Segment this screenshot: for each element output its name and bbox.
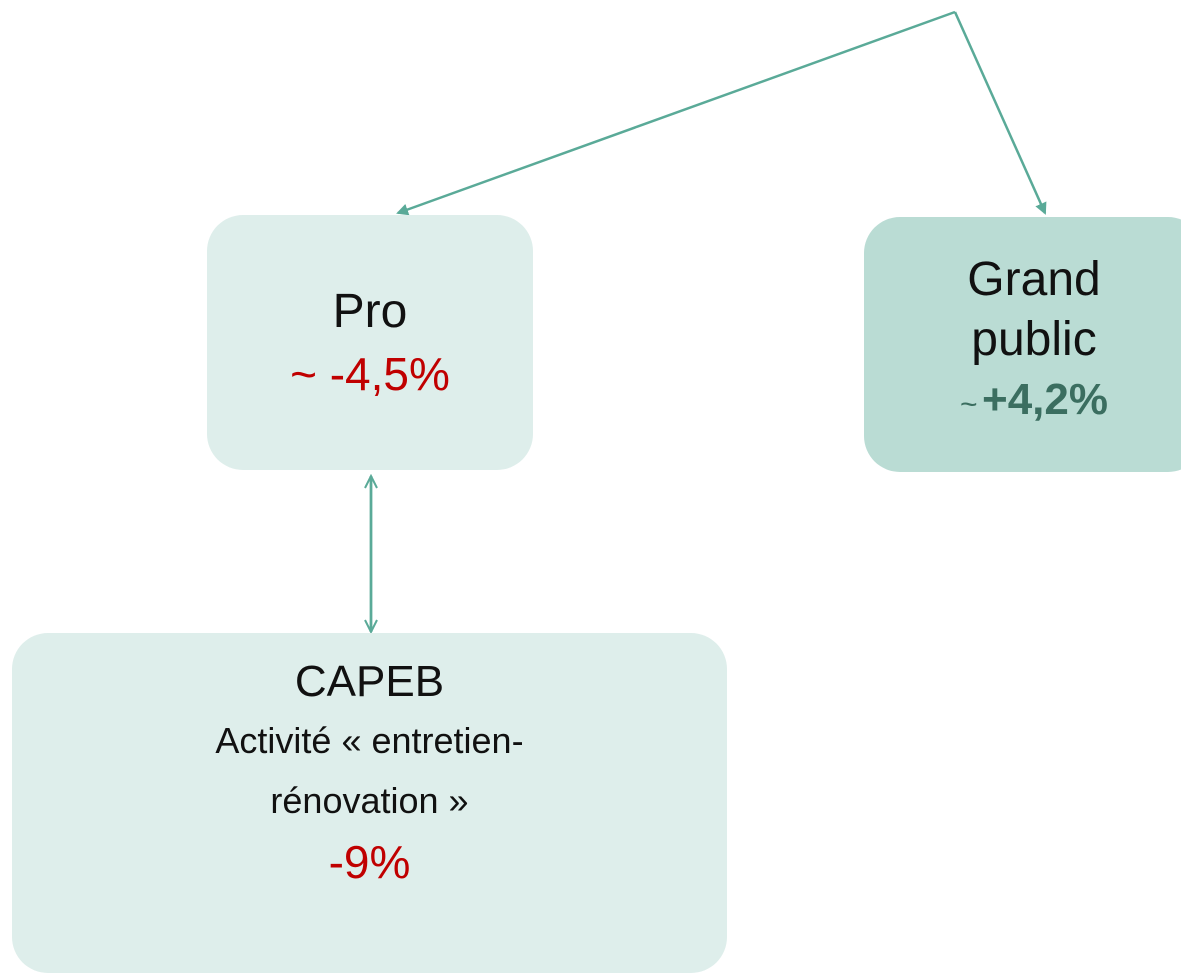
node-prefix: ~	[960, 388, 978, 421]
page: Pro ~ -4,5% Grand public ~ +4,2% CAPEB A…	[0, 0, 1181, 939]
node-grand-public: Grand public ~ +4,2%	[864, 217, 1181, 472]
node-value: ~ -4,5%	[290, 343, 450, 405]
node-description: rénovation »	[270, 771, 468, 831]
node-value: +4,2%	[982, 375, 1108, 424]
node-value: -9%	[329, 831, 411, 893]
arrow-to-grand-public	[955, 12, 1045, 213]
node-capeb: CAPEB Activité « entretien- rénovation »…	[12, 633, 727, 973]
arrow-to-pro	[398, 12, 955, 213]
node-label: CAPEB	[295, 653, 444, 711]
node-pro: Pro ~ -4,5%	[207, 215, 533, 470]
node-content: Grand public ~ +4,2%	[876, 250, 1181, 440]
node-label: Grand	[967, 250, 1100, 310]
node-value-row: ~ +4,2%	[960, 370, 1108, 440]
node-description: Activité « entretien-	[215, 711, 523, 771]
node-label: public	[971, 310, 1096, 370]
node-label: Pro	[333, 281, 408, 343]
